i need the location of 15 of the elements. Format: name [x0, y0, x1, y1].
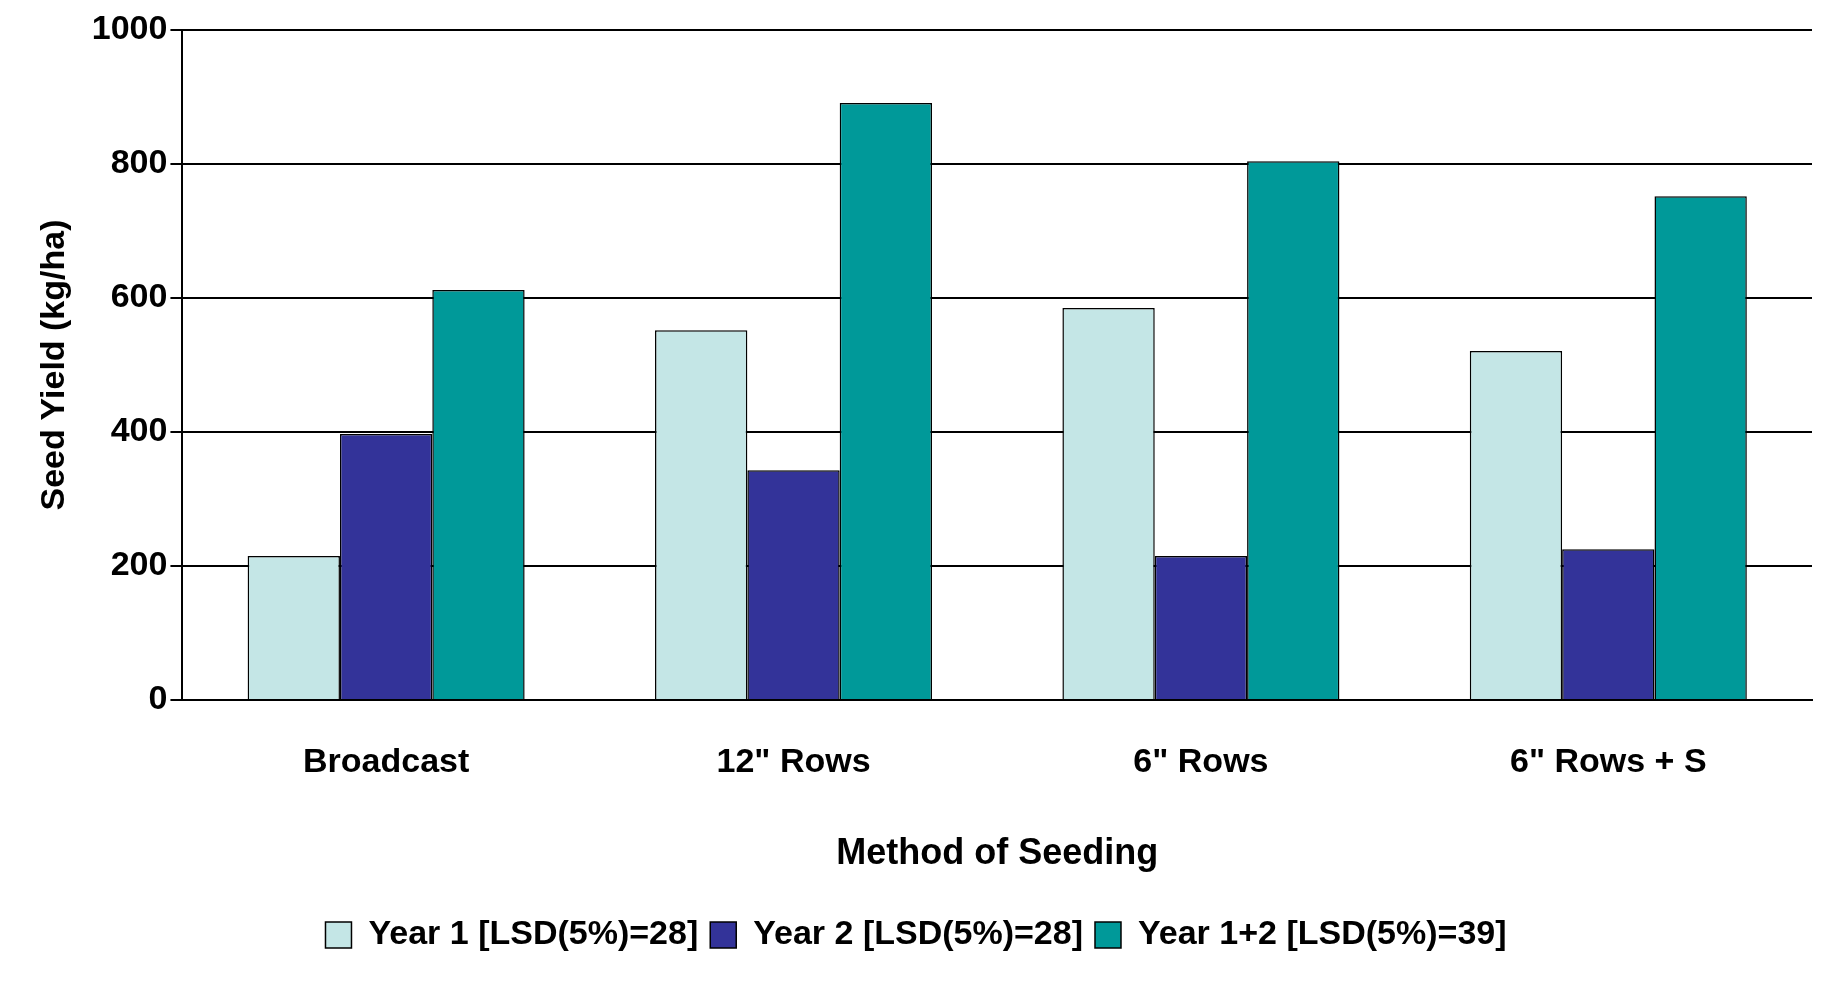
x-tick-label: 12" Rows — [716, 740, 871, 779]
legend-label: Year 1 [LSD(5%)=28] — [368, 913, 699, 952]
y-tick-label: 1000 — [91, 8, 168, 47]
legend-label: Year 2 [LSD(5%)=28] — [753, 913, 1083, 952]
y-tick-label: 0 — [148, 678, 168, 717]
x-tick-label: 6" Rows — [1133, 740, 1269, 779]
y-tick-label: 200 — [110, 544, 168, 583]
y-axis-title: Seed Yield (kg/ha) — [32, 219, 71, 511]
y-tick-label: 800 — [110, 142, 168, 181]
y-tick-label: 600 — [110, 276, 168, 315]
legend-label: Year 1+2 [LSD(5%)=39] — [1138, 913, 1507, 952]
x-axis-title: Method of Seeding — [836, 831, 1159, 873]
x-tick-label: Broadcast — [302, 740, 470, 779]
y-tick-label: 400 — [110, 410, 168, 449]
x-tick-label: 6" Rows + S — [1510, 740, 1707, 779]
